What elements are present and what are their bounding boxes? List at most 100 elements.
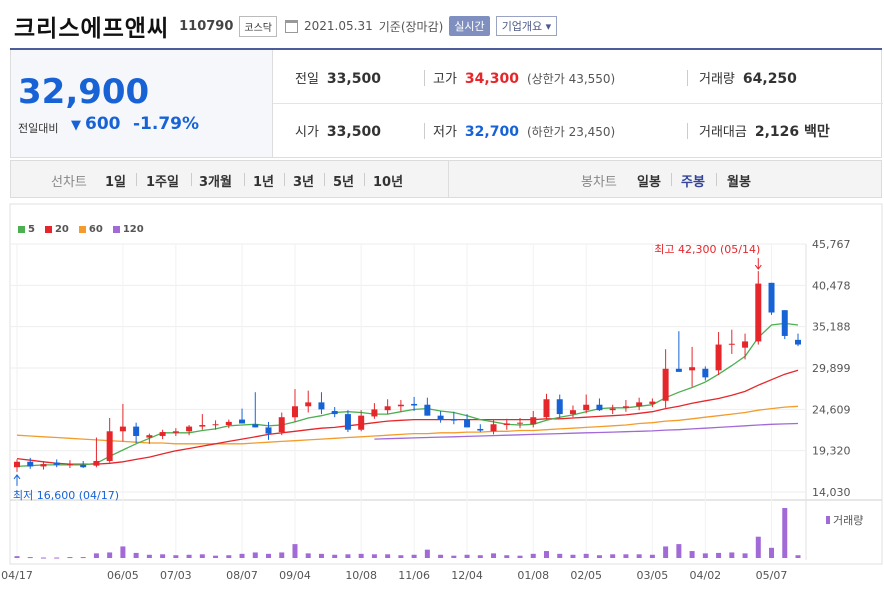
volume-bar bbox=[292, 544, 298, 558]
candle-body bbox=[225, 421, 232, 426]
volume-bar bbox=[226, 555, 232, 558]
stock-header: 크리스에프앤씨 110790 코스닥 2021.05.31 기준(장마감) 실시… bbox=[14, 10, 558, 42]
legend-ma60: 60 bbox=[78, 224, 103, 235]
volume-bar bbox=[318, 553, 324, 558]
low-annotation: 최저 16,600 (04/17) bbox=[13, 489, 119, 502]
tab-10y[interactable]: 10년 bbox=[373, 175, 404, 190]
x-tick-label: 03/05 bbox=[637, 569, 669, 582]
candle-body bbox=[252, 424, 259, 428]
divider bbox=[191, 173, 192, 186]
stock-code: 110790 bbox=[179, 18, 234, 34]
divider bbox=[687, 70, 688, 86]
company-overview-dropdown[interactable]: 기업개요 ▾ bbox=[495, 16, 558, 36]
candle-body bbox=[556, 399, 563, 415]
candle-body bbox=[715, 344, 722, 371]
candle-body bbox=[437, 415, 444, 420]
candle-body bbox=[14, 461, 20, 468]
tab-1w[interactable]: 1주일 bbox=[146, 175, 179, 190]
candle-body bbox=[728, 343, 735, 345]
high-annotation: 최고 42,300 (05/14) bbox=[654, 243, 760, 256]
candle-body bbox=[397, 404, 404, 407]
legend-ma5: 5 bbox=[18, 224, 35, 235]
x-tick-label: 08/07 bbox=[226, 569, 258, 582]
volume-bar bbox=[782, 508, 788, 558]
candle-body bbox=[795, 339, 801, 345]
tab-1y[interactable]: 1년 bbox=[253, 175, 275, 190]
volume-bar bbox=[795, 555, 801, 558]
volume-bar bbox=[398, 555, 404, 558]
tab-weekly[interactable]: 주봉 bbox=[681, 175, 705, 190]
candle-body bbox=[371, 409, 378, 417]
volume-bar bbox=[557, 553, 563, 558]
volume-bar bbox=[451, 555, 457, 558]
candle-body bbox=[424, 404, 431, 416]
divider bbox=[424, 70, 425, 86]
candle-body bbox=[411, 403, 418, 406]
candle-body bbox=[106, 431, 113, 461]
tab-3m[interactable]: 3개월 bbox=[199, 175, 232, 190]
candle-body bbox=[543, 399, 550, 418]
volume-bar bbox=[596, 555, 602, 558]
row-divider bbox=[273, 103, 883, 104]
candle-body bbox=[768, 282, 775, 313]
candle-body bbox=[133, 426, 140, 436]
candle-body bbox=[239, 419, 246, 424]
trading-amount: 거래대금 2,126 백만 bbox=[699, 121, 830, 141]
candle-body bbox=[291, 406, 298, 418]
divider bbox=[244, 173, 245, 186]
volume-bar bbox=[543, 551, 549, 558]
volume: 거래량 64,250 bbox=[699, 68, 797, 87]
volume-label: 거래량 bbox=[833, 514, 863, 527]
amount-label: 거래대금 bbox=[699, 125, 747, 140]
down-arrow-icon: ▼ bbox=[71, 118, 81, 133]
legend-label: 5 bbox=[28, 224, 35, 235]
ma60-line bbox=[16, 405, 799, 445]
open-label: 시가 bbox=[295, 125, 319, 140]
legend-label: 120 bbox=[122, 224, 144, 235]
price-panel: 32,900 전일대비 ▼ 600 -1.79% bbox=[11, 50, 273, 157]
candle-body bbox=[146, 435, 153, 438]
tab-monthly[interactable]: 월봉 bbox=[727, 175, 751, 190]
tab-1d[interactable]: 1일 bbox=[105, 175, 127, 190]
chart-period-tabs: 선차트 1일 1주일 3개월 1년 3년 5년 10년 봉차트 일봉 주봉 월봉 bbox=[10, 160, 882, 198]
quote-date: 2021.05.31 bbox=[304, 19, 373, 33]
stock-name: 크리스에프앤씨 bbox=[14, 16, 170, 42]
volume-bar bbox=[199, 554, 205, 558]
y-tick-label: 45,767 bbox=[812, 238, 851, 251]
price-change-percent: -1.79% bbox=[133, 114, 200, 134]
volume-bar bbox=[80, 557, 86, 559]
y-tick-label: 24,609 bbox=[812, 403, 851, 416]
high-arrow-icon bbox=[754, 258, 762, 270]
y-tick-label: 19,320 bbox=[812, 445, 851, 458]
divider bbox=[364, 173, 365, 186]
candle-body bbox=[93, 460, 100, 466]
line-chart-label: 선차트 bbox=[51, 175, 87, 190]
x-tick-label: 09/04 bbox=[279, 569, 311, 582]
candle-body bbox=[331, 410, 338, 415]
tab-3y[interactable]: 3년 bbox=[293, 175, 315, 190]
candle-body bbox=[702, 368, 709, 378]
candle-body bbox=[278, 417, 285, 433]
volume-bar bbox=[27, 557, 33, 559]
volume-bar bbox=[160, 554, 166, 558]
market-badge: 코스닥 bbox=[239, 15, 278, 37]
volume-bar bbox=[610, 554, 616, 558]
candle-body bbox=[186, 426, 193, 432]
x-tick-label: 12/04 bbox=[451, 569, 483, 582]
volume-bar bbox=[583, 553, 589, 558]
volume-bar bbox=[14, 556, 20, 558]
tab-daily[interactable]: 일봉 bbox=[637, 175, 661, 190]
divider bbox=[687, 123, 688, 139]
tab-5y[interactable]: 5년 bbox=[333, 175, 355, 190]
realtime-button[interactable]: 실시간 bbox=[449, 16, 490, 36]
candle-body bbox=[662, 368, 669, 401]
divider bbox=[424, 123, 425, 139]
candle-body bbox=[596, 404, 603, 411]
low-arrow-icon bbox=[13, 474, 21, 486]
volume-bar bbox=[305, 553, 311, 558]
legend-swatch bbox=[112, 226, 120, 233]
candle-body bbox=[649, 401, 656, 404]
candle-body bbox=[636, 402, 643, 407]
volume-bar bbox=[769, 547, 775, 558]
